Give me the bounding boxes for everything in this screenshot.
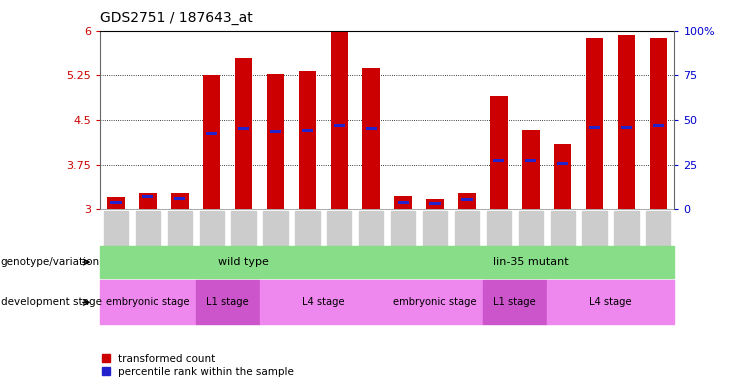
Text: L4 stage: L4 stage (302, 297, 345, 308)
Bar (171, 193, 188, 209)
Bar (365, 127, 377, 130)
Text: L1 stage: L1 stage (494, 297, 536, 308)
Text: genotype/variation: genotype/variation (1, 257, 100, 267)
Bar (430, 202, 441, 205)
Bar (557, 162, 568, 165)
Bar (525, 159, 536, 162)
Bar (203, 75, 221, 209)
Text: wild type: wild type (218, 257, 269, 267)
Bar (397, 201, 409, 204)
Text: lin-35 mutant: lin-35 mutant (493, 257, 568, 267)
Bar (142, 195, 153, 198)
Bar (650, 38, 667, 209)
Bar (107, 197, 124, 209)
Text: embryonic stage: embryonic stage (393, 297, 477, 308)
Bar (394, 196, 412, 209)
Bar (235, 58, 253, 209)
Bar (110, 201, 122, 204)
Text: L4 stage: L4 stage (589, 297, 632, 308)
Text: GDS2751 / 187643_at: GDS2751 / 187643_at (100, 11, 253, 25)
Bar (270, 130, 281, 133)
Bar (206, 132, 217, 135)
Bar (139, 193, 156, 209)
Bar (362, 68, 380, 209)
Bar (522, 130, 539, 209)
Text: development stage: development stage (1, 297, 102, 308)
Bar (462, 198, 473, 201)
Bar (586, 38, 603, 209)
Bar (302, 129, 313, 132)
Bar (618, 35, 635, 209)
Bar (458, 193, 476, 209)
Bar (653, 124, 664, 127)
Bar (174, 197, 185, 200)
Legend: transformed count, percentile rank within the sample: transformed count, percentile rank withi… (102, 354, 294, 377)
Text: L1 stage: L1 stage (206, 297, 249, 308)
Bar (333, 124, 345, 127)
Bar (330, 32, 348, 209)
Bar (621, 126, 632, 129)
Bar (494, 159, 505, 162)
Bar (554, 144, 571, 209)
Bar (238, 127, 249, 130)
Bar (589, 126, 600, 129)
Text: embryonic stage: embryonic stage (106, 297, 190, 308)
Bar (299, 71, 316, 209)
Bar (267, 74, 285, 209)
Bar (426, 199, 444, 209)
Bar (490, 96, 508, 209)
